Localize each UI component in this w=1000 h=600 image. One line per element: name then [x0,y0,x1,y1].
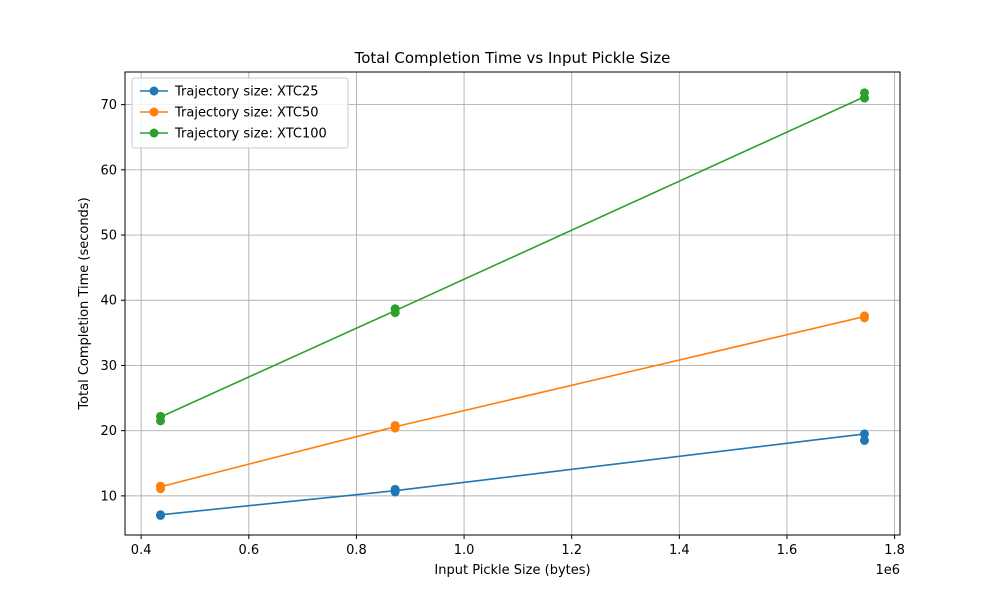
y-tick-label: 10 [100,489,117,504]
legend-label: Trajectory size: XTC100 [174,127,327,142]
series-trajectory-size-xtc25 [156,429,869,520]
x-tick-label: 1.2 [561,543,582,558]
x-axis-label: Input Pickle Size (bytes) [434,563,590,578]
ticks: 0.4 0.6 0.8 1.0 1.2 1.4 1.6 1.8 10 20 30 40 50 60 70 [100,98,905,558]
data-point [859,93,869,103]
data-point [390,487,400,497]
legend-label: Trajectory size: XTC25 [174,85,319,100]
series-line [160,315,865,488]
data-point [156,484,166,494]
plot-frame [124,71,901,536]
x-tick-label: 1.4 [669,543,690,558]
data-point [156,510,166,520]
series-trajectory-size-xtc50 [156,311,869,494]
series-trajectory-size-xtc100 [156,88,869,426]
legend-item: Trajectory size: XTC50 [140,106,319,121]
data-point [156,416,166,426]
x-offset-label: 1e6 [875,563,900,578]
y-tick-label: 30 [100,359,117,374]
legend-swatch-marker [149,86,159,96]
y-tick-label: 40 [100,294,117,309]
y-tick-label: 60 [100,163,117,178]
legend-item: Trajectory size: XTC25 [140,85,319,100]
x-tick-label: 0.8 [346,543,367,558]
legend-label: Trajectory size: XTC50 [174,106,319,121]
data-point [390,308,400,318]
y-tick-label: 50 [100,229,117,244]
legend: Trajectory size: XTC25 Trajectory size: X… [131,77,349,149]
legend-box [131,77,349,149]
series-line [160,433,865,516]
y-tick-label: 70 [100,98,117,113]
grid [125,72,900,535]
y-axis-label: Total Completion Time (seconds) [77,197,92,410]
x-tick-label: 0.6 [238,543,259,558]
chart-title: Total Completion Time vs Input Pickle Si… [354,49,671,67]
x-tick-label: 1.6 [777,543,798,558]
legend-swatch-marker [149,107,159,117]
legend-swatch-marker [149,128,159,138]
data-point [390,423,400,433]
series-layer [156,88,869,520]
x-tick-label: 0.4 [131,543,152,558]
data-point [859,429,869,439]
x-tick-label: 1.0 [454,543,475,558]
data-point [859,313,869,323]
x-tick-label: 1.8 [884,543,905,558]
legend-item: Trajectory size: XTC100 [140,127,327,142]
data-point [859,435,869,445]
y-tick-label: 20 [100,424,117,439]
